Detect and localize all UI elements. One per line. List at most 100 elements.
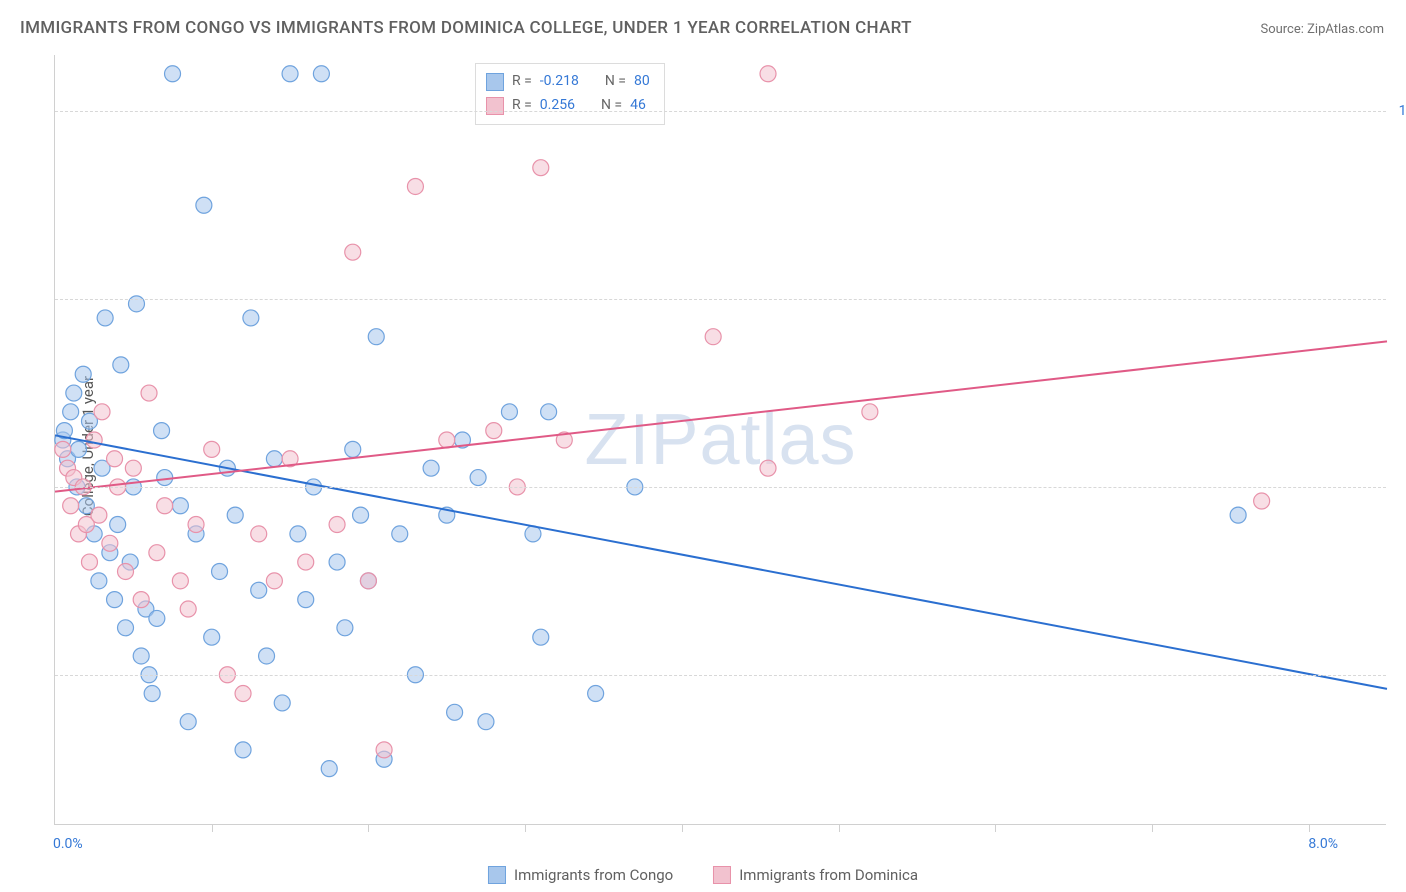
scatter-point bbox=[360, 573, 376, 589]
scatter-point bbox=[423, 460, 439, 476]
scatter-point bbox=[274, 695, 290, 711]
y-tick-label: 100.0% bbox=[1399, 103, 1406, 119]
scatter-point bbox=[63, 498, 79, 514]
scatter-point bbox=[705, 329, 721, 345]
scatter-point bbox=[376, 742, 392, 758]
scatter-point bbox=[259, 648, 275, 664]
stat-r-value: 0.256 bbox=[540, 94, 575, 118]
chart-title: IMMIGRANTS FROM CONGO VS IMMIGRANTS FROM… bbox=[20, 18, 912, 38]
scatter-point bbox=[157, 498, 173, 514]
bottom-legend-item: Immigrants from Congo bbox=[488, 866, 673, 884]
stat-label: N = bbox=[605, 70, 626, 94]
scatter-point bbox=[298, 592, 314, 608]
scatter-point bbox=[760, 460, 776, 476]
plot-area: ZIPatlas R = -0.218N = 80R = 0.256N = 46… bbox=[54, 55, 1386, 825]
scatter-point bbox=[86, 432, 102, 448]
scatter-point bbox=[235, 686, 251, 702]
scatter-point bbox=[55, 441, 71, 457]
scatter-point bbox=[66, 385, 82, 401]
scatter-point bbox=[125, 460, 141, 476]
legend-stats-box: R = -0.218N = 80R = 0.256N = 46 bbox=[475, 63, 665, 125]
x-tick-label: 0.0% bbox=[53, 836, 83, 852]
scatter-point bbox=[282, 66, 298, 82]
scatter-point bbox=[447, 704, 463, 720]
gridline-horizontal bbox=[55, 675, 1386, 676]
scatter-point bbox=[345, 244, 361, 260]
scatter-point bbox=[368, 329, 384, 345]
scatter-point bbox=[212, 563, 228, 579]
stat-n-value: 80 bbox=[634, 70, 650, 94]
scatter-point bbox=[102, 535, 118, 551]
scatter-point bbox=[133, 648, 149, 664]
source-attribution: Source: ZipAtlas.com bbox=[1260, 22, 1384, 37]
scatter-point bbox=[63, 404, 79, 420]
scatter-point bbox=[235, 742, 251, 758]
legend-stats-row: R = 0.256N = 46 bbox=[486, 94, 650, 118]
scatter-point bbox=[243, 310, 259, 326]
x-tick-label: 8.0% bbox=[1308, 836, 1338, 852]
scatter-point bbox=[290, 526, 306, 542]
scatter-point bbox=[501, 404, 517, 420]
legend-label: Immigrants from Dominica bbox=[739, 866, 918, 884]
scatter-point bbox=[321, 761, 337, 777]
scatter-point bbox=[541, 404, 557, 420]
scatter-point bbox=[91, 573, 107, 589]
x-tick bbox=[1152, 824, 1153, 832]
x-tick bbox=[212, 824, 213, 832]
scatter-point bbox=[141, 385, 157, 401]
legend-stats-row: R = -0.218 N = 80 bbox=[486, 70, 650, 94]
x-tick bbox=[1309, 824, 1310, 832]
legend-swatch bbox=[486, 73, 504, 91]
scatter-point bbox=[345, 441, 361, 457]
x-tick bbox=[682, 824, 683, 832]
legend-swatch bbox=[713, 866, 731, 884]
scatter-point bbox=[118, 620, 134, 636]
chart-container: IMMIGRANTS FROM CONGO VS IMMIGRANTS FROM… bbox=[0, 0, 1406, 892]
scatter-point bbox=[266, 573, 282, 589]
scatter-point bbox=[133, 592, 149, 608]
x-tick bbox=[995, 824, 996, 832]
scatter-point bbox=[71, 441, 87, 457]
scatter-point bbox=[862, 404, 878, 420]
scatter-point bbox=[1254, 493, 1270, 509]
stat-label: R = bbox=[512, 70, 532, 94]
scatter-point bbox=[407, 178, 423, 194]
scatter-point bbox=[180, 714, 196, 730]
x-tick bbox=[525, 824, 526, 832]
scatter-point bbox=[470, 470, 486, 486]
scatter-point bbox=[180, 601, 196, 617]
scatter-point bbox=[204, 441, 220, 457]
plot-svg bbox=[55, 55, 1386, 824]
scatter-point bbox=[81, 554, 97, 570]
scatter-point bbox=[94, 404, 110, 420]
gridline-horizontal bbox=[55, 487, 1386, 488]
scatter-point bbox=[204, 629, 220, 645]
scatter-point bbox=[196, 197, 212, 213]
scatter-point bbox=[154, 423, 170, 439]
scatter-point bbox=[1230, 507, 1246, 523]
stat-label: R = bbox=[512, 94, 532, 118]
scatter-point bbox=[75, 366, 91, 382]
scatter-point bbox=[144, 686, 160, 702]
scatter-point bbox=[313, 66, 329, 82]
scatter-point bbox=[107, 592, 123, 608]
bottom-legend-item: Immigrants from Dominica bbox=[713, 866, 918, 884]
scatter-point bbox=[760, 66, 776, 82]
scatter-point bbox=[329, 554, 345, 570]
scatter-point bbox=[392, 526, 408, 542]
x-tick bbox=[839, 824, 840, 832]
x-tick bbox=[368, 824, 369, 832]
regression-line bbox=[55, 341, 1387, 491]
scatter-point bbox=[107, 451, 123, 467]
stat-label: N = bbox=[601, 94, 622, 118]
scatter-point bbox=[97, 310, 113, 326]
stat-r-value: -0.218 bbox=[540, 70, 579, 94]
scatter-point bbox=[298, 554, 314, 570]
scatter-point bbox=[172, 573, 188, 589]
scatter-point bbox=[149, 610, 165, 626]
scatter-point bbox=[353, 507, 369, 523]
scatter-point bbox=[533, 160, 549, 176]
scatter-point bbox=[439, 432, 455, 448]
scatter-point bbox=[149, 545, 165, 561]
scatter-point bbox=[329, 517, 345, 533]
